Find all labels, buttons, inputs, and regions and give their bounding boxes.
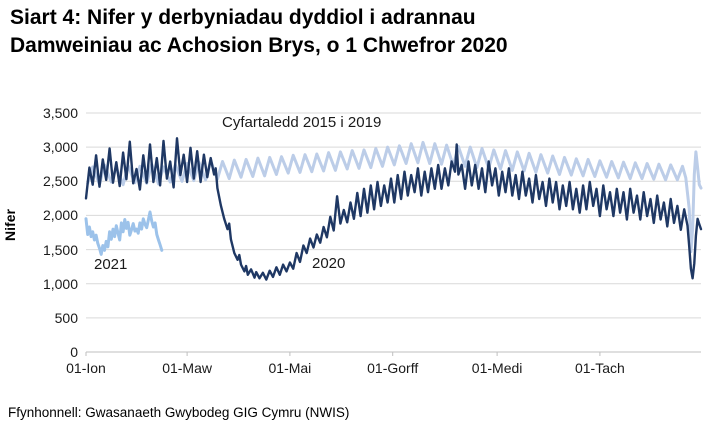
x-tick-label-tach: 01-Tach xyxy=(574,360,625,376)
y-tick-label-3000: 3,000 xyxy=(42,139,78,155)
x-tick-label-ion: 01-Ion xyxy=(66,360,106,376)
y-tick-label-0: 0 xyxy=(70,344,78,360)
series-label-average: Cyfartaledd 2015 i 2019 xyxy=(222,114,382,131)
x-tick-label-maw: 01-Maw xyxy=(162,360,212,376)
x-tick-label-gorff: 01-Gorff xyxy=(367,360,419,376)
y-tick-label-500: 500 xyxy=(54,310,78,326)
series-label-2020: 2020 xyxy=(312,255,346,272)
x-tick-label-medi: 01-Medi xyxy=(471,360,523,376)
y-tick-label-1000: 1,000 xyxy=(42,276,78,292)
chart-title-line1: Siart 4: Nifer y derbyniadau dyddiol i a… xyxy=(10,6,476,29)
y-tick-label-1500: 1,500 xyxy=(42,242,78,258)
chart-title-line2: Damweiniau ac Achosion Brys, o 1 Chwefro… xyxy=(10,34,508,57)
chart-title: Siart 4: Nifer y derbyniadau dyddiol i a… xyxy=(10,4,710,60)
y-tick-label-2000: 2,000 xyxy=(42,207,78,223)
y-tick-label-3500: 3,500 xyxy=(42,105,78,121)
series-label-2021: 2021 xyxy=(94,256,128,273)
source-text: Ffynhonnell: Gwasanaeth Gwybodeg GIG Cym… xyxy=(8,405,350,420)
x-tick-label-mai: 01-Mai xyxy=(268,360,312,376)
y-tick-label-2500: 2,500 xyxy=(42,173,78,189)
